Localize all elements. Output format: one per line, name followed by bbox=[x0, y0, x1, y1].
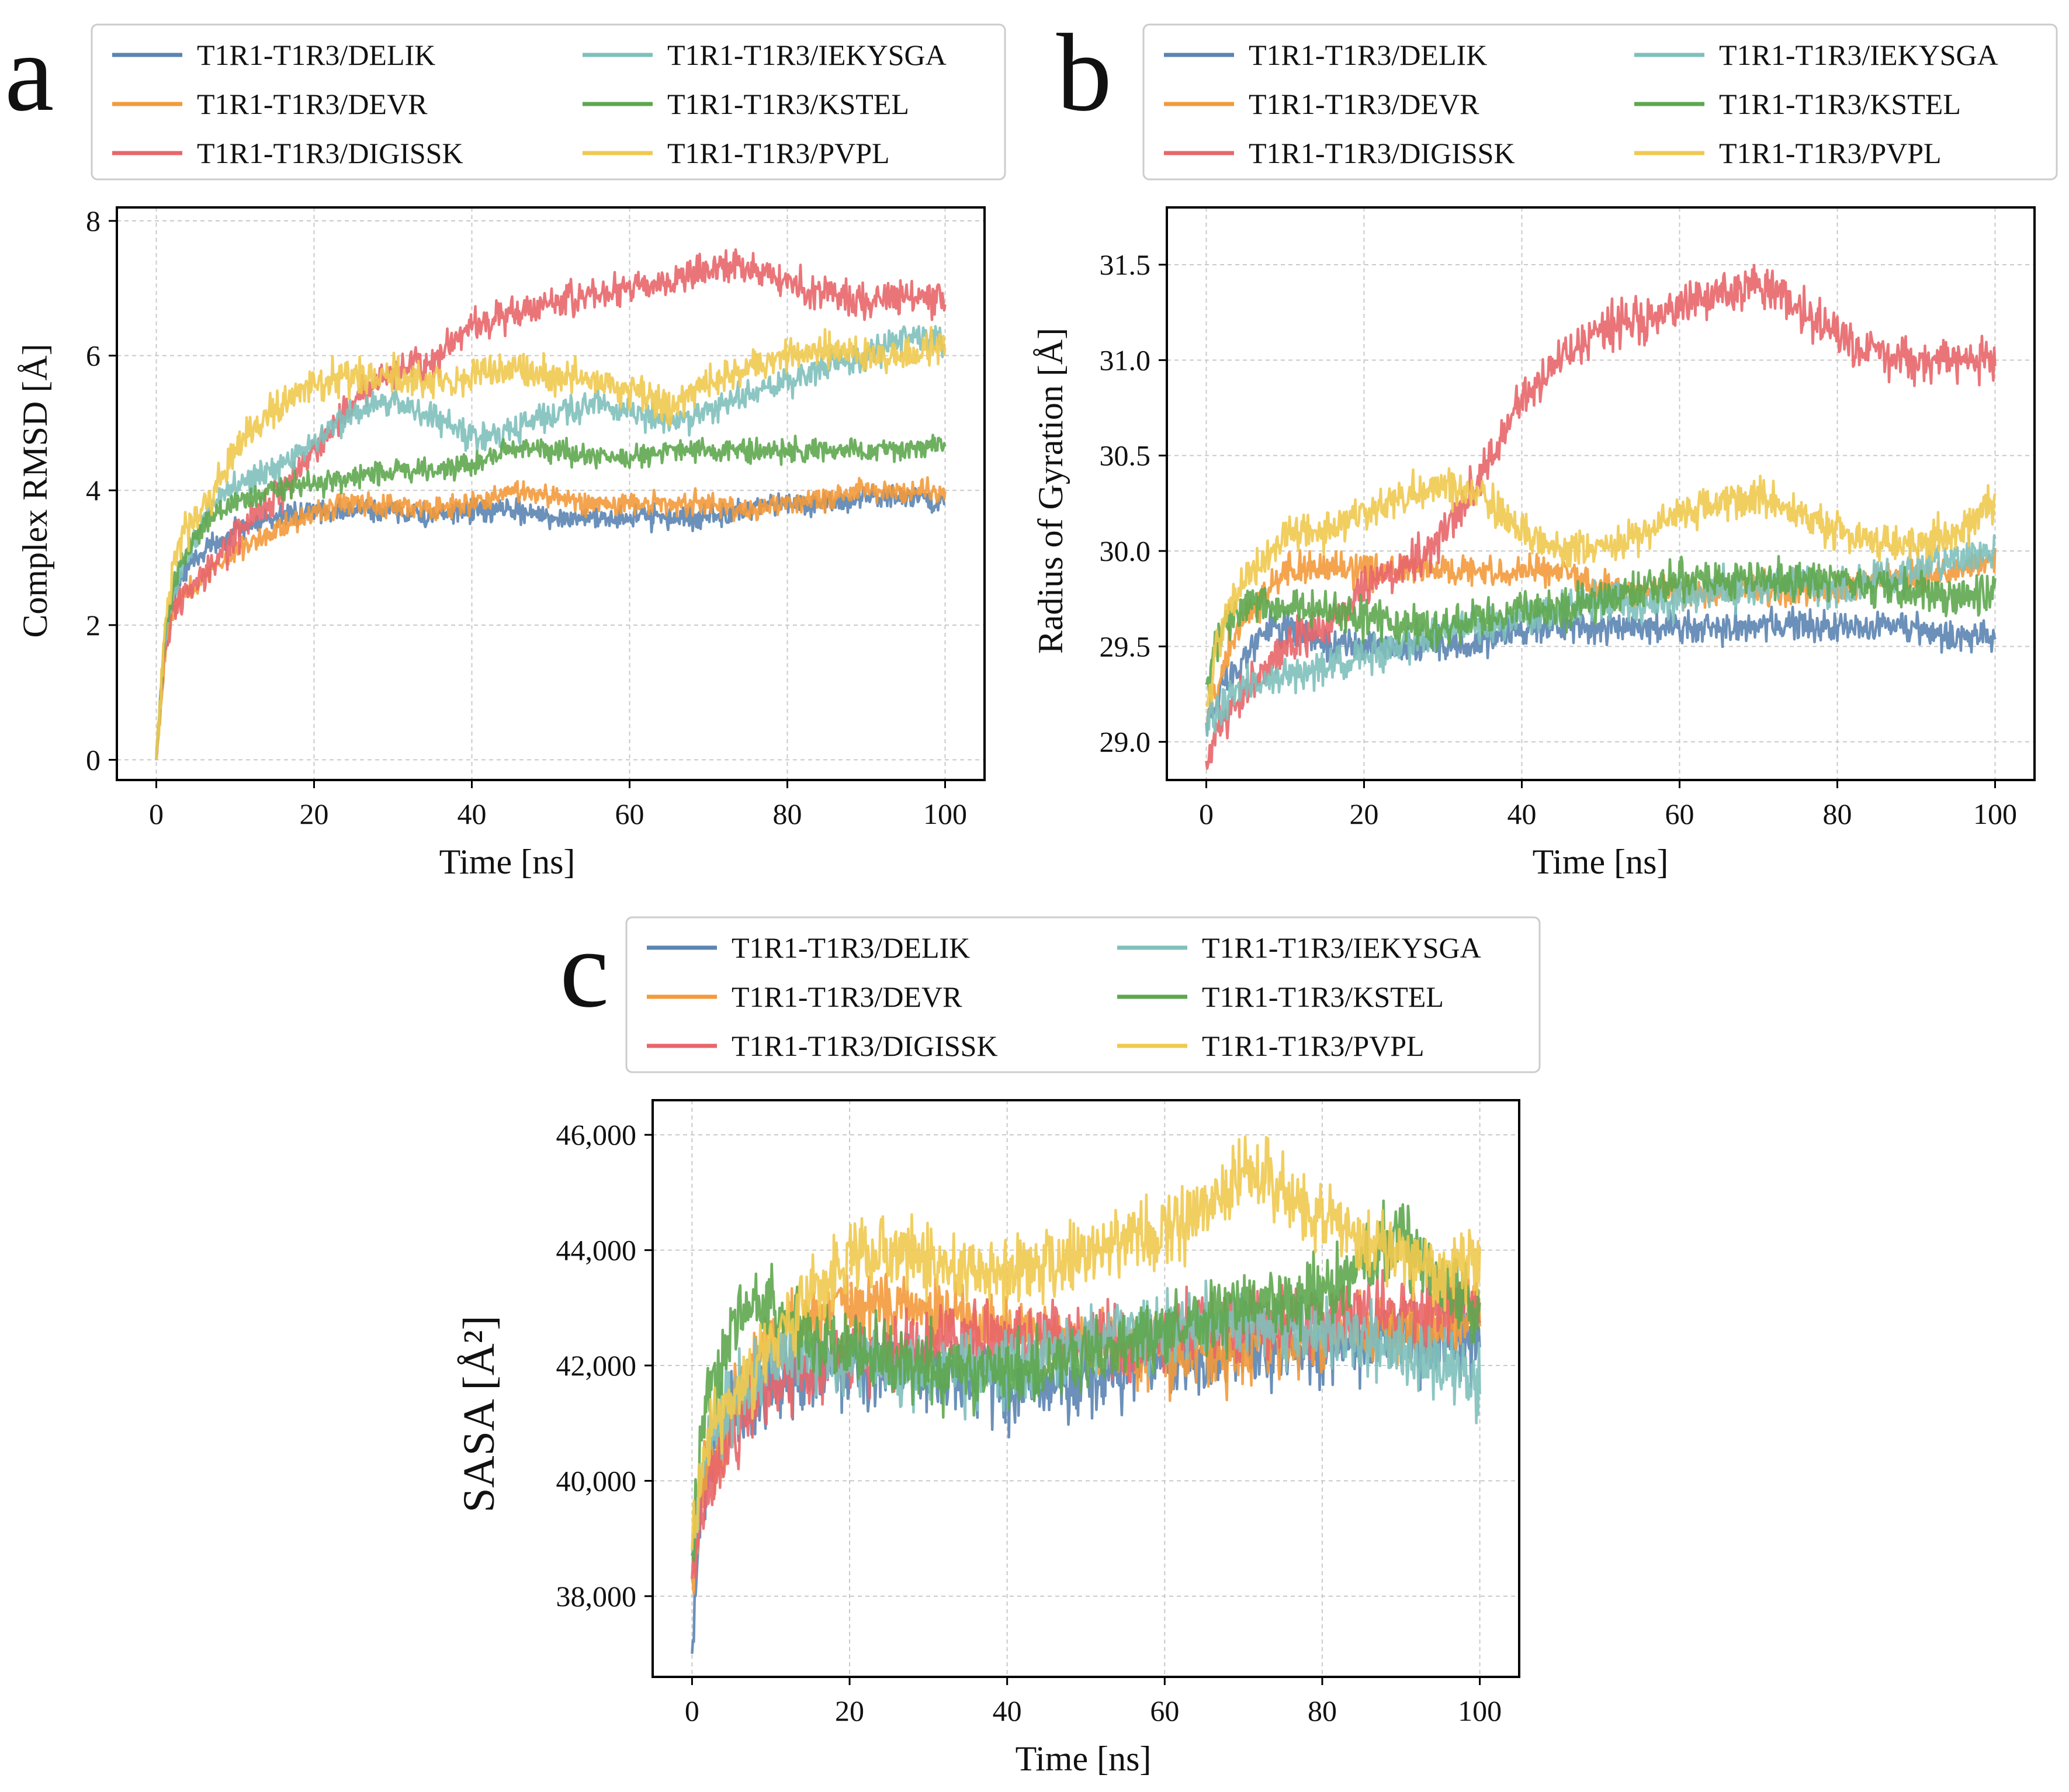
x-tick-label: 20 bbox=[835, 1694, 864, 1727]
legend-label: T1R1-T1R3/PVPL bbox=[1719, 137, 1942, 169]
y-tick-label: 40,000 bbox=[556, 1464, 637, 1497]
series-line-kstel bbox=[691, 1199, 1481, 1562]
y-tick-label: 29.5 bbox=[1100, 630, 1151, 663]
legend-label: T1R1-T1R3/DIGISSK bbox=[1249, 137, 1515, 169]
x-tick-label: 60 bbox=[1150, 1694, 1179, 1727]
series-line-delik bbox=[155, 483, 946, 760]
y-tick-label: 30.0 bbox=[1100, 535, 1151, 567]
legend-box-b bbox=[1142, 23, 2058, 181]
y-tick-label: 0 bbox=[86, 743, 100, 776]
panel-a: T1R1-T1R3/DELIK T1R1-T1R3/DEVR T1R1-T1R3/D… bbox=[16, 23, 1006, 881]
legend-label: T1R1-T1R3/DEVR bbox=[197, 88, 428, 120]
y-tick-label: 30.5 bbox=[1100, 439, 1151, 472]
y-axis-label-b: Radius of Gyration [Å] bbox=[1031, 328, 1070, 654]
legend-label: T1R1-T1R3/IEKYSGA bbox=[667, 39, 947, 71]
legend-label: T1R1-T1R3/KSTEL bbox=[1719, 88, 1961, 120]
y-tick-label: 4 bbox=[86, 474, 100, 507]
x-tick-label: 0 bbox=[149, 798, 164, 830]
y-axis-label-a: Complex RMSD [Å] bbox=[16, 344, 54, 637]
series-line-pvpl bbox=[1205, 467, 1997, 708]
series-line-iekysga bbox=[155, 325, 946, 760]
legend-box-a bbox=[91, 23, 1006, 181]
x-tick-label: 0 bbox=[1199, 798, 1214, 830]
x-tick-label: 80 bbox=[1308, 1694, 1337, 1727]
y-tick-label: 31.5 bbox=[1100, 248, 1151, 281]
legend-label: T1R1-T1R3/DELIK bbox=[732, 931, 970, 964]
y-tick-label: 2 bbox=[86, 609, 100, 642]
legend-c: T1R1-T1R3/DELIK T1R1-T1R3/DEVR T1R1-T1R3/D… bbox=[625, 916, 1541, 1073]
y-tick-label: 8 bbox=[86, 204, 100, 237]
series-line-devr bbox=[155, 476, 947, 760]
y-tick-label: 44,000 bbox=[556, 1234, 637, 1267]
legend-a: T1R1-T1R3/DELIK T1R1-T1R3/DEVR T1R1-T1R3/D… bbox=[91, 23, 1006, 181]
x-tick-label: 100 bbox=[1973, 798, 2017, 830]
plot-frame bbox=[651, 1099, 1520, 1678]
x-tick-label: 80 bbox=[773, 798, 802, 830]
x-tick-label: 100 bbox=[923, 798, 967, 830]
y-tick-label: 29.0 bbox=[1100, 726, 1151, 758]
x-axis-label-a: Time [ns] bbox=[439, 843, 576, 881]
series-line-pvpl bbox=[691, 1135, 1481, 1550]
x-tick-label: 100 bbox=[1458, 1694, 1502, 1727]
legend-box-c bbox=[625, 916, 1541, 1073]
panel-b: T1R1-T1R3/DELIK T1R1-T1R3/DEVR T1R1-T1R3/D… bbox=[1031, 23, 2058, 881]
x-axis-label-b: Time [ns] bbox=[1533, 843, 1669, 881]
panel-letter-c: c bbox=[560, 908, 609, 1031]
y-tick-label: 46,000 bbox=[556, 1118, 637, 1151]
x-tick-label: 20 bbox=[1350, 798, 1379, 830]
y-tick-label: 38,000 bbox=[556, 1580, 637, 1613]
y-tick-label: 42,000 bbox=[556, 1349, 637, 1382]
x-tick-label: 40 bbox=[1507, 798, 1537, 830]
legend-label: T1R1-T1R3/DIGISSK bbox=[732, 1030, 998, 1062]
series-line-kstel bbox=[1205, 554, 1997, 695]
plot-area-a: 0 20 40 60 80 100 0 2 4 6 8 bbox=[86, 204, 986, 830]
plot-frame bbox=[116, 206, 986, 781]
legend-label: T1R1-T1R3/DELIK bbox=[197, 39, 435, 71]
x-tick-label: 60 bbox=[615, 798, 644, 830]
legend-label: T1R1-T1R3/KSTEL bbox=[1202, 980, 1444, 1013]
legend-b: T1R1-T1R3/DELIK T1R1-T1R3/DEVR T1R1-T1R3/D… bbox=[1142, 23, 2058, 181]
series-line-digissk bbox=[1205, 264, 1997, 770]
y-axis-label-c: SASA [Å²] bbox=[455, 1315, 504, 1512]
legend-label: T1R1-T1R3/IEKYSGA bbox=[1719, 39, 1998, 71]
x-tick-label: 0 bbox=[685, 1694, 699, 1727]
x-axis-label-c: Time [ns] bbox=[1016, 1739, 1152, 1778]
legend-label: T1R1-T1R3/IEKYSGA bbox=[1202, 931, 1481, 964]
plot-area-b: 0 20 40 60 80 100 29.0 29.5 30.0 30.5 31.0 31.5 bbox=[1100, 206, 2036, 830]
legend-label: T1R1-T1R3/DELIK bbox=[1249, 39, 1487, 71]
plot-area-c: 0 20 40 60 80 100 38,000 40,000 42,000 44,000 46,0… bbox=[556, 1099, 1520, 1727]
plot-frame bbox=[1166, 206, 2036, 781]
y-tick-label: 6 bbox=[86, 339, 100, 372]
series-line-pvpl bbox=[155, 325, 947, 760]
legend-label: T1R1-T1R3/DEVR bbox=[732, 980, 962, 1013]
legend-label: T1R1-T1R3/PVPL bbox=[1202, 1030, 1425, 1062]
y-tick-label: 31.0 bbox=[1100, 344, 1151, 376]
panel-c: T1R1-T1R3/DELIK T1R1-T1R3/DEVR T1R1-T1R3/D… bbox=[455, 916, 1541, 1778]
x-tick-label: 60 bbox=[1665, 798, 1694, 830]
legend-label: T1R1-T1R3/PVPL bbox=[667, 137, 890, 169]
x-tick-label: 40 bbox=[458, 798, 487, 830]
legend-label: T1R1-T1R3/DIGISSK bbox=[197, 137, 463, 169]
x-tick-label: 80 bbox=[1823, 798, 1852, 830]
panel-letter-a: a bbox=[5, 12, 54, 134]
series-line-kstel bbox=[155, 434, 947, 760]
x-tick-label: 40 bbox=[993, 1694, 1022, 1727]
legend-label: T1R1-T1R3/DEVR bbox=[1249, 88, 1479, 120]
x-tick-label: 20 bbox=[300, 798, 329, 830]
legend-label: T1R1-T1R3/KSTEL bbox=[667, 88, 909, 120]
panel-letter-b: b bbox=[1056, 12, 1112, 134]
